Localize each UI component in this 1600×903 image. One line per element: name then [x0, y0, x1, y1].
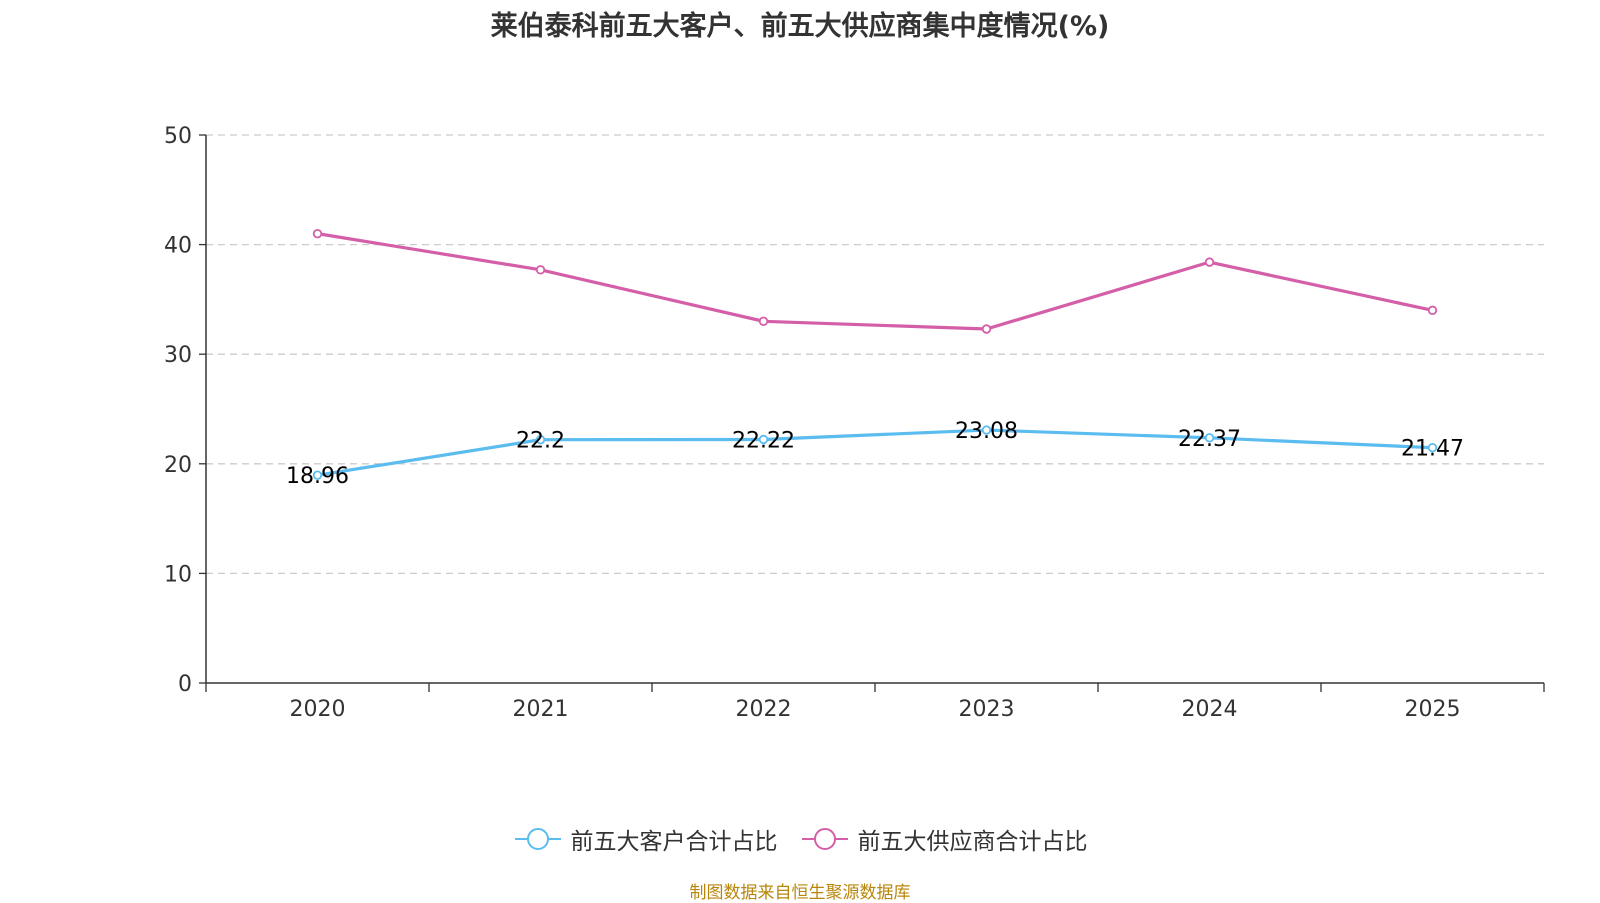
series-line-customers	[315, 428, 1435, 477]
legend-customers-icon	[513, 826, 563, 852]
x-tick-label-2022: 2022	[736, 697, 792, 722]
x-tick-label-2021: 2021	[513, 697, 569, 722]
data-point-suppliers-2025[interactable]	[1427, 305, 1438, 316]
legend-customers-label: 前五大客户合计占比	[570, 829, 778, 855]
data-point-customers-2024[interactable]	[1204, 433, 1215, 443]
data-point-suppliers-2020[interactable]	[312, 228, 323, 239]
data-point-suppliers-2021[interactable]	[535, 265, 546, 275]
data-point-customers-2023[interactable]	[981, 425, 992, 435]
x-tick-label-2025: 2025	[1405, 697, 1461, 722]
chart-title: 莱伯泰科前五大客户、前五大供应商集中度情况(%)	[490, 11, 1110, 42]
data-point-suppliers-2022[interactable]	[758, 316, 769, 327]
data-point-customers-2021[interactable]	[535, 434, 546, 445]
data-label-customers-2024: 22.37	[1178, 427, 1241, 452]
data-label-customers-2020: 18.96	[286, 464, 349, 489]
y-tick-label: 10	[164, 562, 192, 587]
data-point-suppliers-2024[interactable]	[1204, 257, 1215, 267]
data-point-customers-2022[interactable]	[758, 434, 769, 445]
series-line-suppliers	[315, 232, 1435, 331]
data-label-customers-2023: 23.08	[955, 419, 1018, 444]
y-tick-label: 0	[178, 672, 192, 697]
data-point-suppliers-2023[interactable]	[981, 324, 992, 334]
x-tick-label-2023: 2023	[959, 697, 1015, 722]
source-note: 制图数据来自恒生聚源数据库	[689, 883, 911, 903]
data-labels: 18.96 22.2 22.22 23.08 22.37 21.47	[286, 419, 1464, 489]
legend-suppliers-icon	[800, 826, 850, 852]
y-tick-label: 50	[164, 124, 192, 149]
axes: 0 10 20 30 40 50 2020 2021 2022 2023 2024 2025	[164, 124, 1545, 722]
data-point-customers-2020[interactable]	[312, 470, 323, 480]
series-lines	[312, 228, 1438, 480]
data-point-customers-2025[interactable]	[1427, 442, 1438, 453]
legend-item-customers[interactable]: 前五大客户合计占比	[513, 822, 778, 856]
y-tick-label: 20	[164, 453, 192, 478]
y-tick-label: 40	[164, 234, 192, 259]
legend-item-suppliers[interactable]: 前五大供应商合计占比	[800, 822, 1088, 856]
grid-lines	[206, 134, 1544, 575]
y-tick-label: 30	[164, 343, 192, 368]
data-label-customers-2025: 21.47	[1401, 437, 1464, 462]
x-tick-label-2020: 2020	[290, 697, 346, 722]
data-label-customers-2021: 22.2	[516, 429, 565, 454]
data-label-customers-2022: 22.22	[732, 428, 795, 453]
legend: 前五大客户合计占比 前五大供应商合计占比	[0, 822, 1600, 856]
x-tick-label-2024: 2024	[1182, 697, 1238, 722]
legend-suppliers-label: 前五大供应商合计占比	[857, 829, 1088, 855]
